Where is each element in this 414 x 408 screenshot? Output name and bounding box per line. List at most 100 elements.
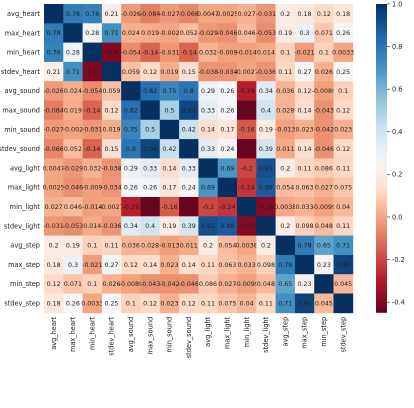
cell-value-label: -0.14 <box>181 49 197 56</box>
cell-value-label: 0.94 <box>182 107 196 114</box>
cell-value-label: 0.17 <box>162 185 176 192</box>
heatmap-cell <box>275 119 296 140</box>
cell-value-label: 0.032 <box>83 165 101 172</box>
cell-value-label: 0.071 <box>64 281 82 288</box>
colorbar-tick-label: -0.4 <box>392 298 405 306</box>
cell-value-label: 0.76 <box>85 11 99 18</box>
cell-value-label: 0.023 <box>160 300 178 307</box>
row-label: max_heart <box>5 29 41 37</box>
cell-value-label: 0.33 <box>201 146 215 153</box>
cell-value-label: 0.2 <box>203 242 213 249</box>
cell-value-label: 0.24 <box>220 146 234 153</box>
cell-value-label: 0.27 <box>298 69 312 76</box>
cell-value-label: -0.4 <box>86 69 98 76</box>
cell-value-label: 0.0038 <box>236 242 258 249</box>
cell-value-label: 0.75 <box>162 88 176 95</box>
cell-value-label: 0.04 <box>240 300 254 307</box>
cell-value-label: 1 <box>129 88 133 95</box>
heatmap-cell <box>198 235 219 256</box>
heatmap-cell <box>294 23 315 43</box>
row-label: stdev_light <box>4 222 40 230</box>
colorbar-tick-label: 0.4 <box>392 128 403 136</box>
heatmap-cell <box>140 61 161 82</box>
heatmap-cell <box>256 158 276 179</box>
cell-value-label: -0.39 <box>239 223 255 230</box>
heatmap-cell <box>217 119 238 140</box>
heatmap-cell <box>159 216 180 236</box>
cell-value-label: 0.1 <box>87 242 97 249</box>
cell-value-label: 0.059 <box>122 69 140 76</box>
cell-value-label: -0.021 <box>82 262 102 269</box>
cell-value-label: -0.038 <box>101 165 121 172</box>
heatmap-cell <box>63 119 83 140</box>
column-label: min_light <box>243 316 251 347</box>
cell-value-label: 0.34 <box>124 223 138 230</box>
row-label: avg_heart <box>7 10 40 18</box>
heatmap-cell <box>63 274 83 294</box>
heatmap-cell <box>140 119 161 140</box>
heatmap-cell <box>140 158 161 179</box>
heatmap-cell <box>121 100 141 121</box>
cell-value-label: 0.086 <box>315 165 333 172</box>
heatmap-cell <box>256 139 276 159</box>
heatmap-cell <box>333 23 354 43</box>
cell-value-label: 0.12 <box>47 281 61 288</box>
row-labels: avg_heart max_heart min_heart stdev_heartav… <box>0 10 40 308</box>
cell-value-label: 0.027 <box>218 281 236 288</box>
cell-value-label: 0.036 <box>276 88 294 95</box>
heatmap-cell <box>121 23 141 43</box>
heatmap-cell <box>179 197 199 217</box>
heatmap-cell <box>179 4 199 24</box>
cell-value-label: -0.24 <box>219 204 235 211</box>
cell-value-label: -0.046 <box>63 185 83 192</box>
heatmap-cell <box>179 61 199 82</box>
heatmap-cell <box>275 4 296 24</box>
heatmap-cell <box>256 119 276 140</box>
cell-value-label: -0.014 <box>236 49 256 56</box>
heatmap-cell <box>217 4 238 24</box>
cell-value-label: 0.14 <box>298 146 312 153</box>
heatmap-cell <box>256 42 276 63</box>
heatmap-cell <box>140 197 161 217</box>
cell-value-label: 0.15 <box>182 69 196 76</box>
cell-value-label: 0.019 <box>160 69 178 76</box>
cell-value-label: 0.14 <box>298 107 312 114</box>
column-label: stdev_step <box>339 317 347 353</box>
heatmap-cell <box>256 81 276 101</box>
heatmap-cell <box>333 4 354 24</box>
heatmap-cell <box>82 177 103 198</box>
cell-value-label: -0.084 <box>43 107 63 114</box>
column-label: stdev_light <box>262 316 270 352</box>
cell-value-label: 0.65 <box>317 242 331 249</box>
cell-value-label: 0.26 <box>143 185 157 192</box>
heatmap-cell <box>179 254 199 275</box>
cell-value-label: 0.4 <box>261 107 271 114</box>
heatmap-cell <box>44 139 64 159</box>
cell-value-label: 0.12 <box>336 107 350 114</box>
cell-value-label: 0.71 <box>336 242 350 249</box>
cell-value-label: 0.027 <box>315 185 333 192</box>
cell-value-label: 0.046 <box>64 204 82 211</box>
heatmap-cell <box>217 81 238 101</box>
heatmap-cell <box>44 293 64 314</box>
heatmap-cell <box>314 23 334 43</box>
heatmap-cell <box>140 254 161 275</box>
cell-value-label: 0.1 <box>126 300 136 307</box>
heatmap-cell <box>275 158 296 179</box>
cell-value-label: 0.023 <box>160 262 178 269</box>
cell-value-label: -0.053 <box>256 30 276 37</box>
cell-value-label: 0.8 <box>184 88 194 95</box>
heatmap-cell <box>198 23 219 43</box>
heatmap-cell <box>333 100 354 121</box>
heatmap-cell <box>179 274 199 294</box>
cell-value-label: -0.16 <box>161 204 177 211</box>
heatmap-cell <box>314 293 334 314</box>
heatmap-cell <box>294 4 315 24</box>
heatmap-cell <box>237 177 257 198</box>
cell-value-label: 0.65 <box>278 281 292 288</box>
cell-value-label: -0.002 <box>63 127 83 134</box>
cell-value-label: -0.44 <box>239 146 255 153</box>
heatmap-cell <box>333 61 354 82</box>
heatmap-cell <box>82 216 103 236</box>
